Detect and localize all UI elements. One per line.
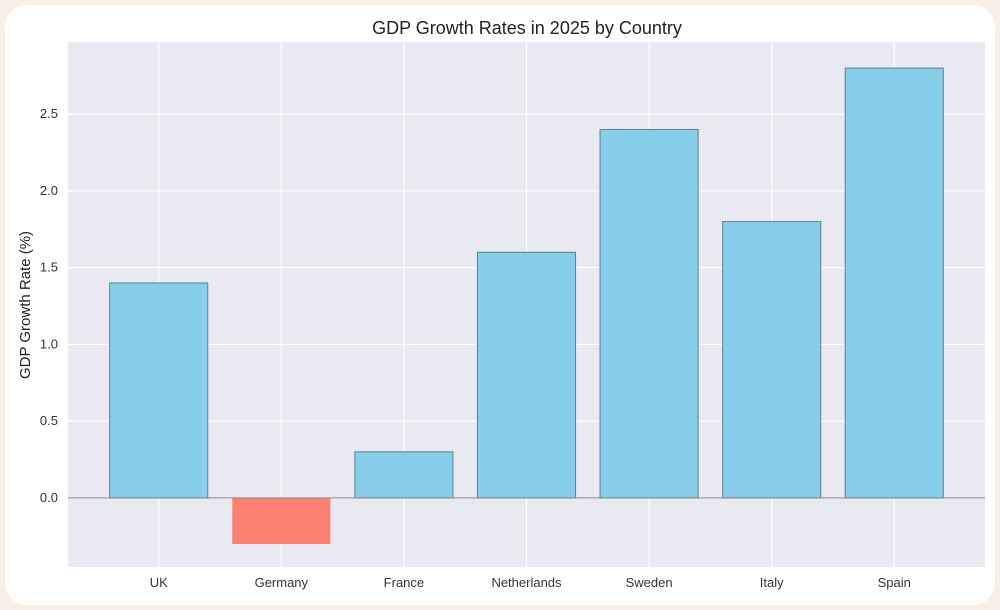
bar-spain <box>844 67 944 499</box>
y-tick-label: 1.5 <box>40 260 58 275</box>
bar-france <box>354 451 454 499</box>
y-tick-label: 2.0 <box>40 183 58 198</box>
chart-title: GDP Growth Rates in 2025 by Country <box>372 18 682 38</box>
y-tick-label: 0.5 <box>40 413 58 428</box>
x-tick-label: UK <box>150 575 168 590</box>
x-tick-label: Netherlands <box>491 575 562 590</box>
bar-netherlands <box>476 251 577 499</box>
y-axis-label: GDP Growth Rate (%) <box>17 231 34 379</box>
x-tick-label: Germany <box>255 575 309 590</box>
bars <box>109 67 944 544</box>
x-tick-label: Sweden <box>626 575 673 590</box>
y-tick-label: 1.0 <box>40 336 58 351</box>
y-tick-label: 0.0 <box>40 490 58 505</box>
bar-italy <box>722 221 822 499</box>
x-tick-label: France <box>384 575 424 590</box>
y-tick-label: 2.5 <box>40 106 58 121</box>
bar-sweden <box>599 129 699 499</box>
bar-uk <box>109 282 209 499</box>
bar-germany <box>232 497 331 544</box>
x-ticks: UK Germany France Netherlands Sweden Italy Spa… <box>150 575 911 590</box>
x-tick-label: Spain <box>878 575 911 590</box>
x-tick-label: Italy <box>760 575 784 590</box>
y-ticks: 0.0 0.5 1.0 1.5 2.0 2.5 <box>40 106 58 505</box>
